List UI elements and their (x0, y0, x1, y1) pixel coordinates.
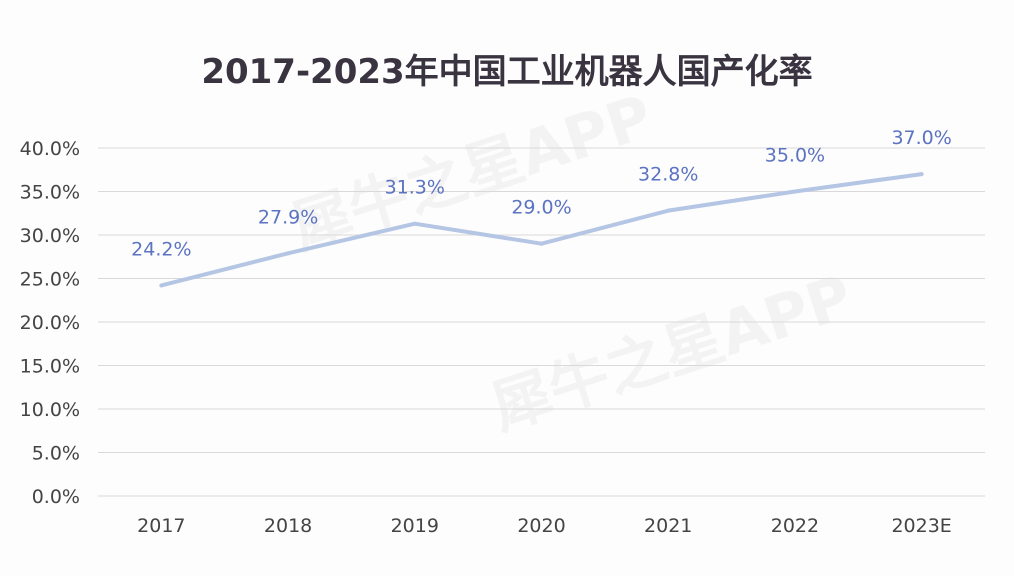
y-tick-label: 40.0% (20, 138, 80, 160)
y-axis: 0.0% 5.0% 10.0% 15.0% 20.0% 25.0% 30.0% 35.0% 40… (20, 138, 80, 508)
y-tick-label: 10.0% (20, 399, 80, 421)
y-tick-label: 20.0% (20, 312, 80, 334)
data-point (539, 241, 544, 246)
x-tick-label: 2021 (644, 515, 692, 537)
data-point (792, 189, 797, 194)
y-tick-label: 35.0% (20, 182, 80, 204)
x-tick-label: 2018 (264, 515, 312, 537)
x-tick-label: 2020 (517, 515, 565, 537)
chart-title: 2017-2023年中国工业机器人国产化率 (201, 52, 812, 92)
data-label: 24.2% (131, 238, 191, 260)
x-tick-label: 2023E (891, 515, 951, 537)
data-label: 29.0% (511, 197, 571, 219)
y-tick-label: 30.0% (20, 225, 80, 247)
data-label: 27.9% (258, 206, 318, 228)
data-point (159, 283, 164, 288)
data-point (286, 251, 291, 256)
data-point (919, 172, 924, 177)
y-tick-label: 0.0% (32, 486, 80, 508)
x-axis: 2017 2018 2019 2020 2021 2022 2023E (137, 515, 952, 537)
data-label: 37.0% (891, 127, 951, 149)
x-tick-label: 2017 (137, 515, 185, 537)
data-label: 31.3% (385, 177, 445, 199)
y-tick-label: 25.0% (20, 269, 80, 291)
data-point (666, 208, 671, 213)
data-label: 35.0% (765, 145, 825, 167)
gridlines (98, 147, 985, 497)
x-tick-label: 2022 (771, 515, 819, 537)
y-tick-label: 15.0% (20, 356, 80, 378)
series (159, 172, 924, 288)
data-labels: 24.2% 27.9% 31.3% 29.0% 32.8% 35.0% 37.0% (131, 127, 952, 260)
data-label: 32.8% (638, 164, 698, 186)
y-tick-label: 5.0% (32, 443, 80, 465)
x-tick-label: 2019 (391, 515, 439, 537)
data-point (412, 221, 417, 226)
